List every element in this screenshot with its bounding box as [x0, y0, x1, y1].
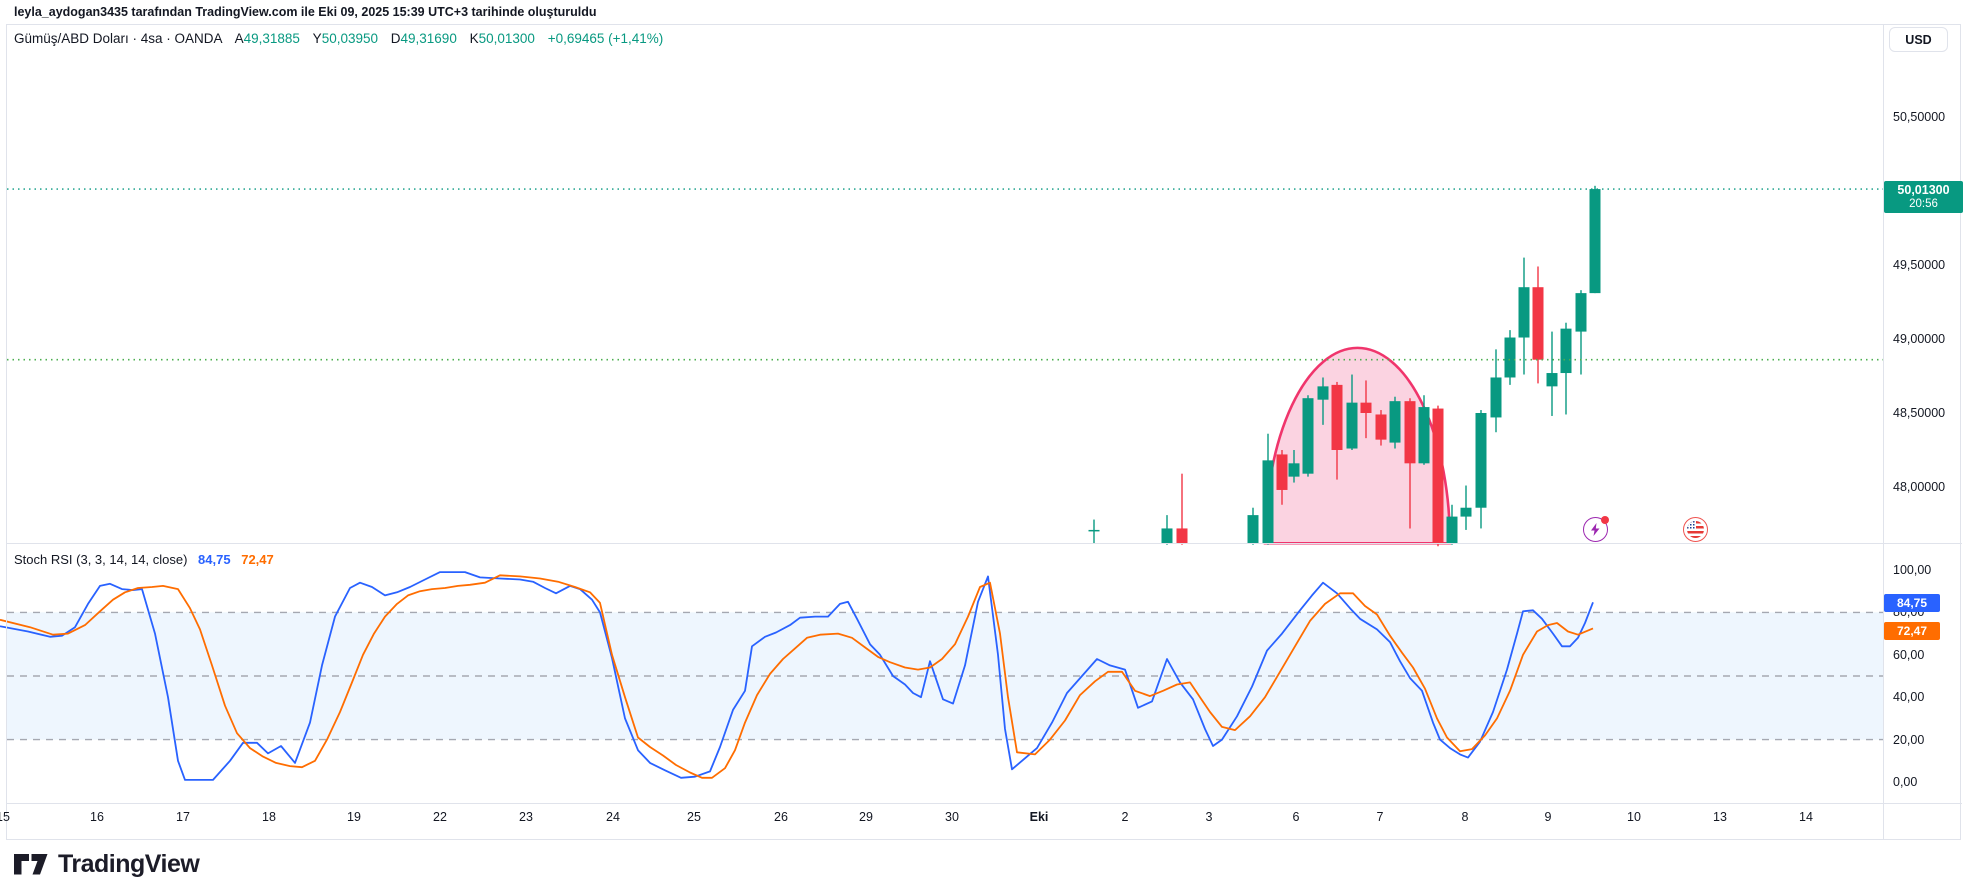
candle-body [1589, 189, 1601, 294]
price-tick-label: 49,00000 [1893, 332, 1946, 346]
time-tick-label: Eki [1029, 810, 1049, 824]
candle-body [1302, 398, 1314, 474]
candle-body [1262, 460, 1274, 544]
time-tick-label: 10 [1627, 810, 1641, 824]
time-tick-label: 13 [1713, 810, 1727, 824]
time-axis-border [6, 803, 1962, 804]
events-lightning-icon[interactable] [1583, 516, 1609, 542]
tradingview-logo[interactable]: TradingView [14, 850, 200, 879]
bar-countdown: 20:56 [1909, 198, 1938, 210]
candle-body [1490, 377, 1502, 418]
notification-dot [1601, 516, 1609, 524]
change-value: +0,69465 (+1,41%) [547, 31, 664, 46]
candle-body [1088, 529, 1100, 532]
pane-separator[interactable] [6, 543, 1962, 544]
candle-body [1161, 528, 1173, 544]
candle-body [1504, 337, 1516, 378]
time-tick-label: 14 [1799, 810, 1813, 824]
stoch-d-value: 72,47 [241, 552, 274, 567]
tradingview-logo-text: TradingView [58, 850, 200, 878]
price-tick-label: 48,00000 [1893, 480, 1946, 494]
time-tick-label: 15 [0, 810, 10, 824]
us-flag-icon [1687, 521, 1704, 538]
tradingview-logo-icon [14, 854, 48, 875]
low-label: D [390, 31, 401, 46]
time-tick-label: 17 [176, 810, 190, 824]
stoch-tick-label: 40,00 [1893, 690, 1925, 705]
candle-body [1532, 287, 1544, 360]
candle-body [1176, 528, 1188, 544]
stoch-tick-label: 100,00 [1893, 563, 1932, 577]
current-price-badge: 50,01300 20:56 [1884, 181, 1963, 213]
candle-body [1317, 386, 1329, 400]
candle-body [1360, 402, 1372, 413]
stoch-d-badge: 72,47 [1884, 622, 1940, 640]
price-tick-label: 48,50000 [1893, 406, 1946, 420]
time-tick-label: 18 [262, 810, 276, 824]
open-label: A [234, 31, 244, 46]
candle-body [1288, 463, 1300, 477]
us-economic-event-icon[interactable] [1683, 517, 1708, 542]
candle-body [1276, 454, 1288, 490]
time-tick-label: 8 [1461, 810, 1469, 824]
time-tick-label: 26 [774, 810, 788, 824]
current-price-value: 50,01300 [1897, 183, 1950, 197]
stoch-rsi-header[interactable]: Stoch RSI (3, 3, 14, 14, close) 84,75 72… [14, 552, 274, 567]
symbol-header: Gümüş/ABD Doları · 4sa · OANDA A49,31885… [14, 31, 663, 46]
candle-body [1460, 507, 1472, 517]
time-tick-label: 7 [1376, 810, 1384, 824]
time-tick-label: 23 [519, 810, 533, 824]
time-tick-label: 2 [1121, 810, 1129, 824]
stoch-tick-label: 20,00 [1893, 732, 1925, 747]
candle-body [1404, 401, 1416, 464]
time-tick-label: 29 [859, 810, 873, 824]
candle-body [1418, 407, 1430, 464]
time-tick-label: 6 [1292, 810, 1300, 824]
time-tick-label: 25 [687, 810, 701, 824]
close-value: 50,01300 [478, 31, 535, 46]
stoch-rsi-title: Stoch RSI (3, 3, 14, 14, close) [14, 552, 188, 567]
candle-body [1575, 293, 1587, 332]
candle-body [1331, 384, 1343, 450]
stoch-d-line [0, 574, 1594, 779]
price-scale-border[interactable] [1883, 24, 1884, 840]
close-label: K [469, 31, 479, 46]
time-tick-label: 24 [606, 810, 620, 824]
candle-body [1560, 328, 1572, 374]
low-value: 49,31690 [400, 31, 457, 46]
candle-body [1432, 408, 1444, 544]
time-tick-label: 30 [945, 810, 959, 824]
open-value: 49,31885 [243, 31, 300, 46]
time-tick-label: 16 [90, 810, 104, 824]
candle-body [1546, 373, 1558, 387]
candle-body [1518, 287, 1530, 338]
stoch-tick-label: 60,00 [1893, 647, 1925, 662]
high-value: 50,03950 [321, 31, 378, 46]
price-tick-label: 49,50000 [1893, 258, 1946, 272]
candle-body [1375, 414, 1387, 440]
stoch-k-value: 84,75 [198, 552, 231, 567]
time-tick-label: 3 [1205, 810, 1213, 824]
stoch-tick-label: 0,00 [1893, 775, 1918, 789]
candle-body [1446, 516, 1458, 544]
stoch-k-line [0, 571, 1594, 781]
high-label: Y [312, 31, 322, 46]
candle-body [1247, 515, 1259, 544]
candle-body [1389, 401, 1401, 443]
lightning-bolt-icon [1591, 523, 1600, 536]
candle-body [1346, 402, 1358, 449]
currency-button[interactable]: USD [1889, 27, 1948, 52]
time-tick-label: 22 [433, 810, 447, 824]
price-tick-label: 50,50000 [1893, 110, 1946, 124]
symbol-title[interactable]: Gümüş/ABD Doları · 4sa · OANDA [14, 31, 222, 46]
time-tick-label: 19 [347, 810, 361, 824]
candle-body [1475, 413, 1487, 508]
stoch-k-badge: 84,75 [1884, 594, 1940, 612]
attribution-text: leyla_aydogan3435 tarafından TradingView… [14, 5, 597, 19]
time-tick-label: 9 [1544, 810, 1552, 824]
